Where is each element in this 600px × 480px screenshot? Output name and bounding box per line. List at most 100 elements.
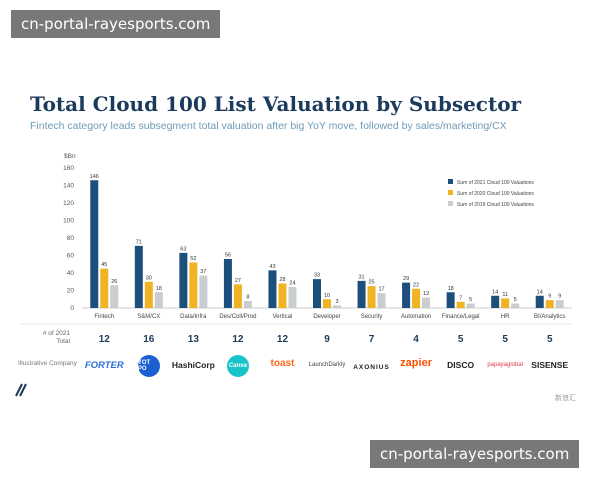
bar [333, 305, 341, 308]
legend-swatch [448, 190, 453, 195]
legend-label: Sum of 2019 Cloud 100 Valuations [457, 202, 534, 208]
company-count: 5 [547, 334, 553, 345]
x-tick-label: Finance/Legal [442, 314, 480, 320]
bar-value-label: 3 [335, 299, 338, 305]
company-count: 9 [324, 334, 330, 345]
illustrative-company-label: Illustrative Company [18, 360, 77, 367]
x-tick-label: Vertical [273, 314, 293, 320]
bar-value-label: 9 [548, 294, 551, 300]
company-count: 12 [232, 334, 244, 345]
bar [179, 252, 188, 308]
y-tick-label: 0 [70, 305, 74, 312]
bar [323, 299, 331, 308]
bar [511, 303, 520, 308]
bar-value-label: 11 [502, 292, 508, 298]
x-tick-label: HR [501, 314, 510, 320]
bar-value-label: 30 [146, 275, 152, 281]
bar-value-label: 12 [423, 291, 429, 297]
bar [278, 283, 287, 308]
bar-value-label: 17 [378, 287, 384, 293]
y-tick-label: 20 [67, 288, 75, 295]
company-count: 13 [188, 334, 200, 345]
bar-value-label: 31 [358, 274, 364, 280]
y-tick-label: 80 [67, 235, 75, 242]
x-tick-label: Security [361, 314, 383, 320]
bar [243, 301, 252, 308]
company-count: 4 [413, 334, 419, 345]
company-count: 7 [369, 334, 375, 345]
bar-value-label: 10 [324, 293, 330, 299]
bar [456, 301, 465, 308]
bar [134, 245, 143, 308]
bar [189, 262, 198, 308]
hashicorp-logo: HashiCorp [171, 360, 215, 370]
bar [233, 284, 242, 308]
bar-value-label: 71 [136, 239, 142, 245]
bar-value-label: 14 [537, 289, 543, 295]
bar-value-label: 25 [368, 280, 374, 286]
bar [367, 286, 376, 308]
legend-label: Sum of 2021 Cloud 100 Valuations [457, 180, 534, 186]
bar-value-label: 22 [413, 282, 419, 288]
bar-value-label: 9 [558, 294, 561, 300]
bar [144, 281, 153, 308]
bar [154, 292, 163, 308]
bar-value-label: 14 [492, 289, 498, 295]
count-row-label-total: Total [56, 338, 70, 345]
bar-value-label: 24 [289, 281, 295, 287]
bar-value-label: 18 [448, 286, 454, 292]
bar-value-label: 18 [156, 286, 162, 292]
bar-value-label: 37 [200, 269, 206, 275]
logo-row: FORTER YOT PO HashiCorp Canva toast LaunchDar… [0, 352, 600, 382]
y-tick-label: 60 [67, 253, 75, 260]
x-tick-label: Des/Coll/Prod [219, 314, 256, 320]
sisense-logo: SISENSE [531, 360, 569, 370]
bar-value-label: 29 [403, 276, 409, 282]
bar-value-label: 43 [269, 264, 275, 270]
launchdarkly-logo: LaunchDarkly [308, 362, 346, 368]
bar [422, 297, 431, 308]
company-count: 5 [502, 334, 508, 345]
x-tick-label: Fintech [94, 314, 114, 320]
watermark-bottom: cn-portal-rayesports.com [370, 440, 580, 468]
y-tick-label: 100 [63, 218, 74, 225]
x-tick-label: S&M/CX [137, 314, 160, 320]
bar-value-label: 26 [111, 279, 117, 285]
x-tick-label: Developer [313, 314, 340, 320]
papaya-logo: papayaglobal [487, 362, 524, 368]
bar [555, 300, 564, 308]
bar-value-label: 7 [459, 295, 462, 301]
count-row-label: # of 2021 [43, 330, 70, 337]
bar-value-label: 5 [514, 297, 517, 303]
y-tick-label: 160 [63, 165, 74, 172]
bar [357, 280, 366, 308]
bar [535, 295, 544, 308]
legend-swatch [448, 201, 453, 206]
bar [402, 282, 411, 308]
legend-label: Sum of 2020 Cloud 100 Valuations [457, 191, 534, 197]
bar-value-label: 5 [469, 297, 472, 303]
bar-value-label: 45 [101, 262, 107, 268]
x-tick-label: BI/Analytics [534, 314, 565, 320]
chart-subtitle: Fintech category leads subsegment total … [30, 120, 507, 132]
bar-value-label: 63 [180, 246, 186, 252]
bar [466, 303, 475, 308]
bar-value-label: 8 [246, 295, 249, 301]
stripes-logo-icon [15, 383, 27, 397]
forter-logo: FORTER [84, 360, 124, 371]
company-count: 5 [458, 334, 464, 345]
y-axis-label: $Bn [64, 153, 76, 160]
x-tick-label: Automation [401, 314, 431, 320]
toast-logo: toast [270, 358, 295, 369]
bar [110, 285, 119, 308]
bar [377, 293, 386, 308]
bar-value-label: 56 [225, 253, 231, 259]
yotpo-logo: YOT PO [137, 355, 160, 377]
company-count: 12 [277, 334, 289, 345]
bar [223, 259, 232, 308]
axonius-logo: AXONIUS [353, 364, 390, 371]
bar-value-label: 52 [190, 256, 196, 262]
bar-value-label: 28 [279, 277, 285, 283]
x-tick-label: Data/Infra [180, 314, 207, 320]
corner-watermark: 新浪汇 [555, 395, 576, 402]
